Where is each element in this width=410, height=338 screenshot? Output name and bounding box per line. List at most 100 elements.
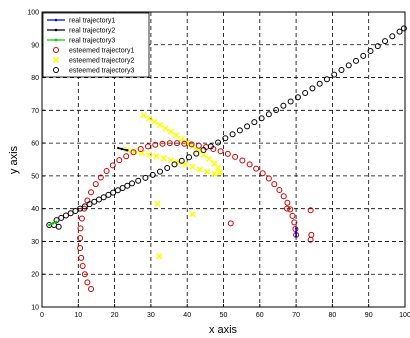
legend-marker-esteemed-trajectory3 (53, 67, 59, 73)
y-axis-label: y axis (8, 145, 20, 174)
esteemed-trajectory3-point (265, 111, 272, 118)
esteemed-trajectory1-point (232, 153, 239, 160)
x-tick-label: 10 (74, 312, 82, 319)
esteemed-trajectory3-point (280, 102, 287, 109)
esteemed-trajectory3-point (200, 146, 207, 153)
esteemed-trajectory1-point (123, 153, 130, 160)
y-tick-label: 30 (31, 239, 39, 246)
real-trajectory2-point (120, 147, 124, 151)
esteemed-trajectory3-point (273, 107, 280, 114)
esteemed-trajectory3-point (91, 198, 98, 205)
esteemed-trajectory3-point (222, 135, 229, 142)
esteemed-trajectory2-point (145, 151, 153, 158)
esteemed-trajectory3-point (178, 157, 185, 164)
legend-label: esteemed trajectory1 (69, 48, 134, 55)
esteemed-trajectory3-point (374, 43, 381, 50)
esteemed-trajectory3-point (396, 28, 403, 35)
esteemed-trajectory2-point (189, 163, 196, 170)
esteemed-trajectory1-point (265, 175, 272, 182)
real-trajectory3-point (48, 223, 51, 227)
y-tick-label: 50 (31, 173, 39, 180)
esteemed-trajectory1-point (81, 271, 88, 278)
esteemed-trajectory1-point (307, 236, 314, 243)
esteemed-trajectory1-point (97, 174, 104, 181)
legend-marker-real-trajectory2 (54, 28, 58, 32)
esteemed-trajectory3-point (110, 189, 117, 196)
esteemed-trajectory1-point (109, 162, 116, 169)
x-tick-label: 40 (183, 312, 191, 319)
esteemed-trajectory1-point (181, 140, 188, 147)
esteemed-trajectory1-point (116, 157, 123, 164)
ticks: 0 10 20 30 40 50 60 70 80 90 100102030405060708090… (27, 10, 410, 320)
esteemed-trajectory2-point (162, 125, 169, 132)
y-tick-label: 80 (31, 75, 39, 82)
esteemed-trajectory2-point (154, 200, 161, 207)
series-esteemed-trajectory2 (124, 112, 224, 260)
esteemed-trajectory1-point (217, 148, 224, 155)
esteemed-trajectory3-point (129, 180, 136, 187)
esteemed-trajectory1-point (227, 220, 234, 227)
y-tick-label: 10 (31, 305, 39, 312)
real-trajectory3-point (55, 220, 58, 223)
esteemed-trajectory3-point (207, 143, 214, 150)
esteemed-trajectory1-point (78, 254, 85, 261)
esteemed-trajectory3-point (55, 223, 62, 230)
esteemed-trajectory2-point (160, 155, 167, 162)
esteemed-trajectory3-point (81, 203, 88, 210)
esteemed-trajectory3-point (135, 177, 142, 184)
esteemed-trajectory1-point (78, 215, 85, 222)
esteemed-trajectory3-point (72, 207, 79, 214)
esteemed-trajectory3-point (331, 71, 338, 78)
esteemed-trajectory2-point (200, 151, 207, 158)
esteemed-trajectory2-point (211, 170, 218, 178)
real-trajectory2-point (126, 149, 129, 152)
esteemed-trajectory3-point (389, 33, 396, 40)
legend-item: real trajectory1 (47, 18, 115, 25)
y-tick-label: 60 (31, 141, 39, 148)
esteemed-trajectory3-point (294, 94, 301, 101)
esteemed-trajectory2-point (153, 153, 160, 160)
legend: real trajectory1 real trajectory2 real tra… (42, 12, 150, 78)
legend-item: real trajectory2 (47, 28, 115, 35)
x-tick-label: 70 (292, 312, 300, 319)
y-tick-label: 90 (31, 42, 39, 49)
legend-marker-esteemed-trajectory2 (52, 56, 60, 64)
esteemed-trajectory1-point (174, 140, 181, 147)
esteemed-trajectory2-point (156, 253, 163, 260)
esteemed-trajectory1-point (79, 263, 86, 270)
esteemed-trajectory3-point (215, 139, 222, 146)
x-tick-label: 30 (147, 312, 155, 319)
esteemed-trajectory3-point (367, 48, 374, 55)
esteemed-trajectory3-point (302, 89, 309, 96)
esteemed-trajectory2-point (178, 135, 185, 142)
esteemed-trajectory1-point (284, 205, 291, 212)
esteemed-trajectory1-point (276, 186, 283, 193)
esteemed-trajectory3-point (67, 210, 74, 217)
legend-marker-real-trajectory3 (54, 38, 58, 42)
esteemed-trajectory2-point (174, 158, 182, 166)
esteemed-trajectory1-point (103, 167, 110, 174)
esteemed-trajectory1-point (77, 245, 84, 251)
x-tick-label: 50 (220, 312, 228, 319)
esteemed-trajectory1-point (291, 219, 298, 226)
esteemed-trajectory2-point (151, 118, 158, 125)
esteemed-trajectory1-point (77, 235, 84, 242)
esteemed-trajectory3-point (229, 131, 236, 138)
esteemed-trajectory3-point (323, 76, 330, 83)
esteemed-trajectory3-point (62, 212, 69, 219)
esteemed-trajectory3-point (156, 168, 163, 175)
esteemed-trajectory1-point (88, 285, 95, 292)
esteemed-trajectory3-point (142, 174, 149, 181)
esteemed-trajectory3-point (360, 52, 367, 59)
esteemed-trajectory3-point (149, 171, 156, 178)
esteemed-trajectory1-point (239, 157, 246, 164)
esteemed-trajectory3-point (186, 154, 193, 161)
y-tick-label: 40 (31, 206, 39, 213)
esteemed-trajectory1-point (280, 193, 287, 200)
series-real-trajectory3 (48, 220, 58, 227)
y-tick-label: 70 (31, 108, 39, 115)
x-tick-label: 20 (111, 312, 119, 319)
legend-label: real trajectory3 (69, 38, 115, 45)
esteemed-trajectory2-point (167, 128, 174, 135)
legend-label: real trajectory1 (69, 18, 115, 25)
